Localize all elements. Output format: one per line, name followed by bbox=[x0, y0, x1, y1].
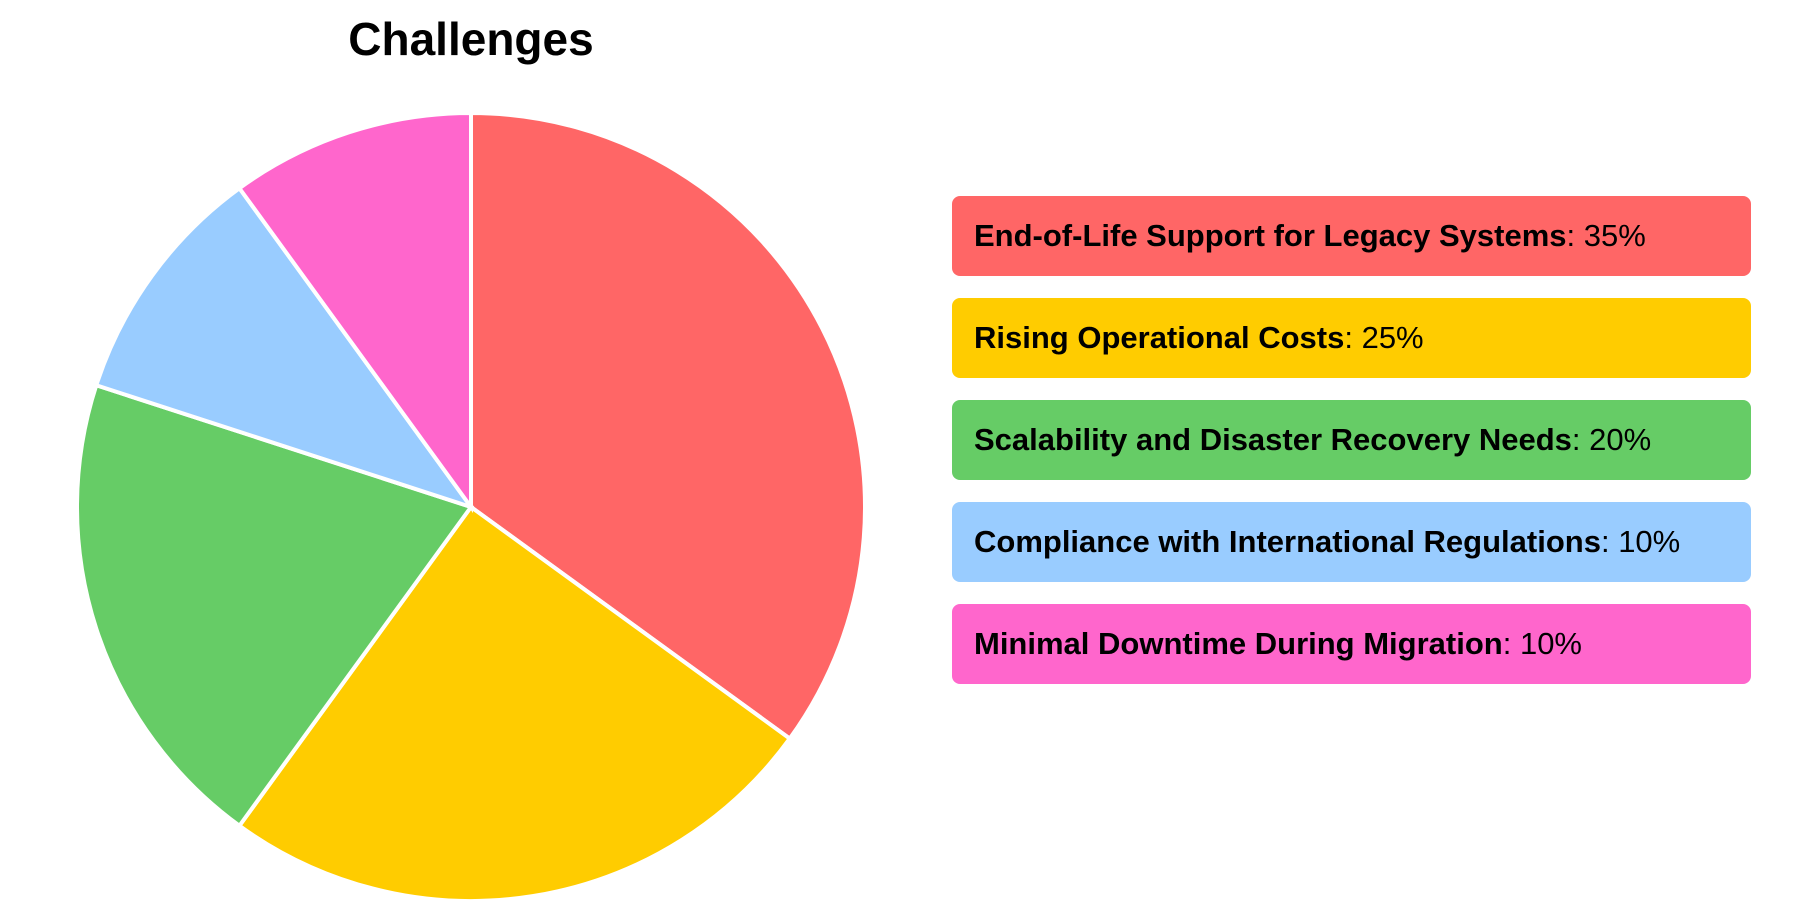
pie-chart bbox=[75, 110, 867, 903]
legend-item-label: Compliance with International Regulation… bbox=[974, 524, 1601, 559]
legend-item-value: 20% bbox=[1589, 422, 1652, 457]
pie-slice-5 bbox=[236, 110, 473, 514]
chart-title: Challenges bbox=[348, 13, 594, 65]
pie-slice-2 bbox=[236, 504, 793, 903]
legend-item-label: Scalability and Disaster Recovery Needs bbox=[974, 422, 1572, 457]
legend-item: Rising Operational Costs: 25% bbox=[952, 298, 1751, 378]
legend-item-value: 10% bbox=[1618, 524, 1681, 559]
legend-item: Minimal Downtime During Migration: 10% bbox=[952, 604, 1751, 684]
legend-item-label: End-of-Life Support for Legacy Systems bbox=[974, 218, 1567, 253]
legend-item-value: 35% bbox=[1583, 218, 1646, 253]
pie-slice-4 bbox=[93, 185, 477, 511]
legend-item: Scalability and Disaster Recovery Needs:… bbox=[952, 400, 1751, 480]
legend: End-of-Life Support for Legacy Systems: … bbox=[952, 196, 1751, 706]
legend-item-label: Minimal Downtime During Migration bbox=[974, 626, 1503, 661]
pie-slices bbox=[75, 110, 867, 903]
legend-item-value: 10% bbox=[1519, 626, 1582, 661]
legend-item-value: 25% bbox=[1361, 320, 1424, 355]
pie-slice-1 bbox=[469, 110, 867, 742]
legend-item-label: Rising Operational Costs bbox=[974, 320, 1345, 355]
pie-slice-3 bbox=[75, 382, 475, 829]
legend-item: End-of-Life Support for Legacy Systems: … bbox=[952, 196, 1751, 276]
legend-item: Compliance with International Regulation… bbox=[952, 502, 1751, 582]
